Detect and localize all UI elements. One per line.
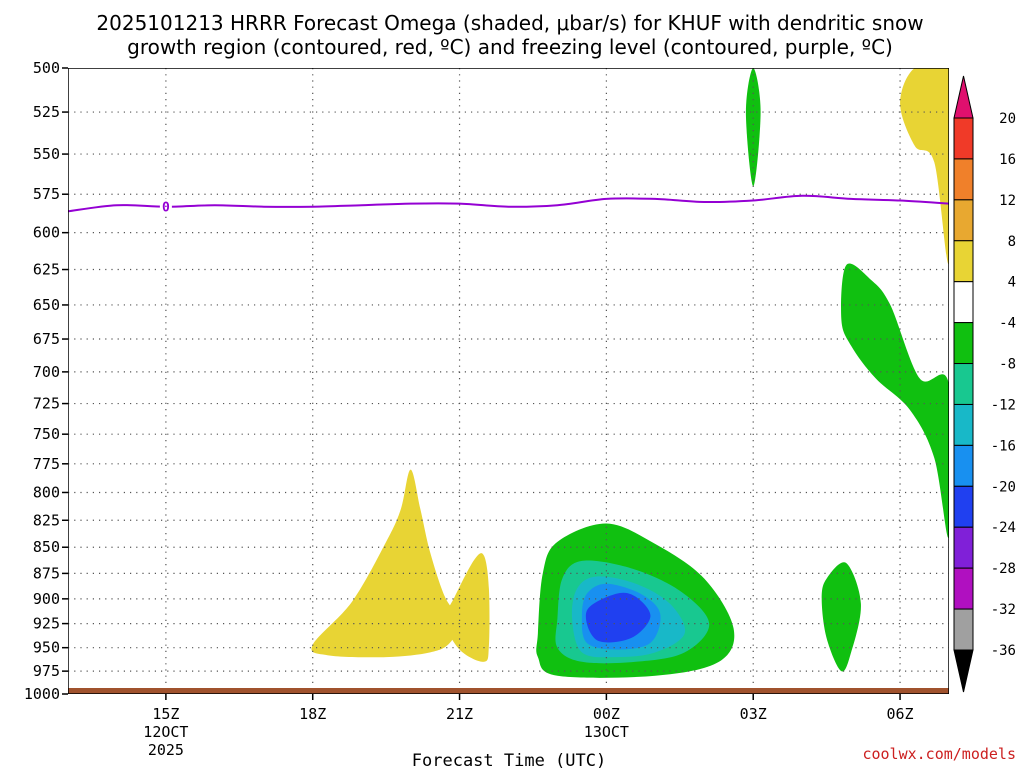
omega-region-yellow-top-right xyxy=(900,68,949,265)
x-axis-title: Forecast Time (UTC) xyxy=(412,751,606,768)
y-tick-label-575: 575 xyxy=(33,185,60,203)
freezing-level-label-bg xyxy=(159,198,172,214)
freezing-level-layer: 0 xyxy=(68,194,949,216)
y-tick-label-500: 500 xyxy=(33,59,60,77)
y-tick-label-875: 875 xyxy=(33,564,60,582)
x-tick-label-03Z: 03Z xyxy=(740,705,767,723)
site-credit: coolwx.com/models xyxy=(862,745,1016,763)
colorbar-label-2: 12 xyxy=(999,193,1016,209)
plot-background xyxy=(68,68,949,694)
y-tick-label-600: 600 xyxy=(33,224,60,242)
chart-title-line1: 2025101213 HRRR Forecast Omega (shaded, … xyxy=(96,11,923,35)
freezing-level-line xyxy=(68,194,949,213)
omega-region-green-midlevel-right xyxy=(841,263,949,538)
x-tick-date-15Z: 12OCT xyxy=(143,723,188,741)
y-tick-label-850: 850 xyxy=(33,538,60,556)
surface-ground-bar xyxy=(68,688,949,694)
y-tick-label-650: 650 xyxy=(33,296,60,314)
colorbar-label-5: -4 xyxy=(999,316,1016,332)
colorbar-bin-13 xyxy=(953,608,974,651)
colorbar-bin-4 xyxy=(953,240,974,283)
colorbar-bin-5 xyxy=(953,281,974,324)
colorbar-bin-2 xyxy=(953,158,974,201)
y-tick-label-725: 725 xyxy=(33,395,60,413)
y-tick-label-750: 750 xyxy=(33,425,60,443)
colorbar-label-11: -28 xyxy=(991,561,1016,577)
colorbar-bin-7 xyxy=(953,363,974,405)
omega-region-yellow-plume-1900z xyxy=(311,469,460,658)
y-tick-label-900: 900 xyxy=(33,590,60,608)
colorbar-bin-12 xyxy=(953,567,974,610)
x-tick-date-00Z: 13OCT xyxy=(584,723,629,741)
x-tick-label-00Z: 00Z xyxy=(593,705,620,723)
colorbar-label-6: -8 xyxy=(999,357,1016,373)
colorbar-bin-1 xyxy=(953,117,974,160)
surface-layer xyxy=(68,688,949,694)
freezing-level-label: 0 xyxy=(162,201,170,216)
colorbar-bottom-arrow xyxy=(953,649,974,693)
colorbar-label-7: -12 xyxy=(991,397,1016,413)
colorbar-label-3: 8 xyxy=(1008,234,1016,250)
y-tick-label-550: 550 xyxy=(33,145,60,163)
colorbar-label-9: -20 xyxy=(991,479,1016,495)
y-tick-label-1000: 1000 xyxy=(24,685,60,703)
y-tick-label-775: 775 xyxy=(33,455,60,473)
plot-area: 0 xyxy=(68,68,949,694)
y-tick-label-950: 950 xyxy=(33,639,60,657)
omega-region-green-sliver-0300z xyxy=(745,68,761,187)
y-tick-label-675: 675 xyxy=(33,330,60,348)
y-axis: 500 525 550 575 600 625 650 675 700 725 750 775 800 8… xyxy=(24,59,68,703)
omega-region-green-lowlevel-0500z xyxy=(821,562,861,672)
y-tick-label-800: 800 xyxy=(33,483,60,501)
x-tick-label-15Z: 15Z xyxy=(152,705,179,723)
y-tick-label-975: 975 xyxy=(33,662,60,680)
grid-layer xyxy=(68,68,949,694)
colorbar-label-4: 4 xyxy=(1008,275,1016,291)
x-tick-label-06Z: 06Z xyxy=(887,705,914,723)
y-tick-label-625: 625 xyxy=(33,261,60,279)
y-tick-label-925: 925 xyxy=(33,615,60,633)
colorbar-label-13: -36 xyxy=(991,643,1016,659)
colorbar-label-1: 16 xyxy=(999,152,1016,168)
chart-title-line2: growth region (contoured, red, ºC) and f… xyxy=(127,35,893,59)
colorbar-label-8: -16 xyxy=(991,438,1016,454)
x-tick-year-15Z: 2025 xyxy=(148,741,184,759)
y-tick-label-525: 525 xyxy=(33,103,60,121)
colorbar: 20 16 12 8 4 -4 -8 -12 -16 -20 -24 -28 -32 -36 xyxy=(953,75,1016,693)
x-tick-label-18Z: 18Z xyxy=(299,705,326,723)
colorbar-bin-10 xyxy=(953,485,974,528)
y-tick-label-700: 700 xyxy=(33,363,60,381)
colorbar-bin-8 xyxy=(953,403,974,446)
omega-region-yellow-plume-2100z xyxy=(444,553,490,662)
colorbar-top-arrow xyxy=(953,75,974,119)
colorbar-bin-9 xyxy=(953,444,974,487)
colorbar-bin-3 xyxy=(953,199,974,242)
colorbar-label-12: -32 xyxy=(991,602,1016,618)
omega-shading-layer xyxy=(311,68,949,678)
colorbar-bin-6 xyxy=(953,322,974,365)
colorbar-label-10: -24 xyxy=(991,520,1016,536)
x-tick-label-21Z: 21Z xyxy=(446,705,473,723)
y-tick-label-825: 825 xyxy=(33,511,60,529)
omega-region-dark-blue-core-2300z xyxy=(585,592,651,643)
colorbar-bin-11 xyxy=(953,526,974,569)
colorbar-label-0: 20 xyxy=(999,111,1016,127)
